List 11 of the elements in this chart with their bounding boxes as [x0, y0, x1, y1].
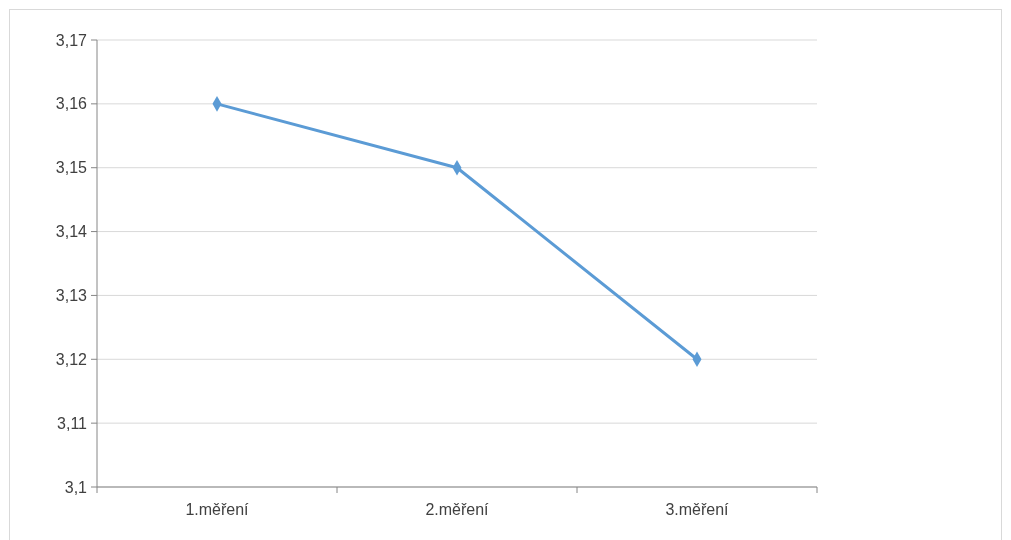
y-tick-label: 3,16 [55, 95, 88, 113]
x-tick-label: 3.měření [665, 501, 730, 518]
y-tick-label: 3,17 [55, 31, 88, 49]
x-tick-label: 1.měření [185, 501, 250, 518]
y-tick-label: 3,14 [55, 223, 88, 241]
y-tick-label: 3,15 [55, 159, 88, 177]
y-tick-label: 3,12 [55, 350, 88, 368]
y-tick-label: 3,11 [57, 414, 88, 432]
x-tick-label: 2.měření [425, 501, 490, 518]
y-tick-label: 3,13 [55, 287, 88, 305]
y-tick-label: 3,1 [64, 478, 88, 496]
